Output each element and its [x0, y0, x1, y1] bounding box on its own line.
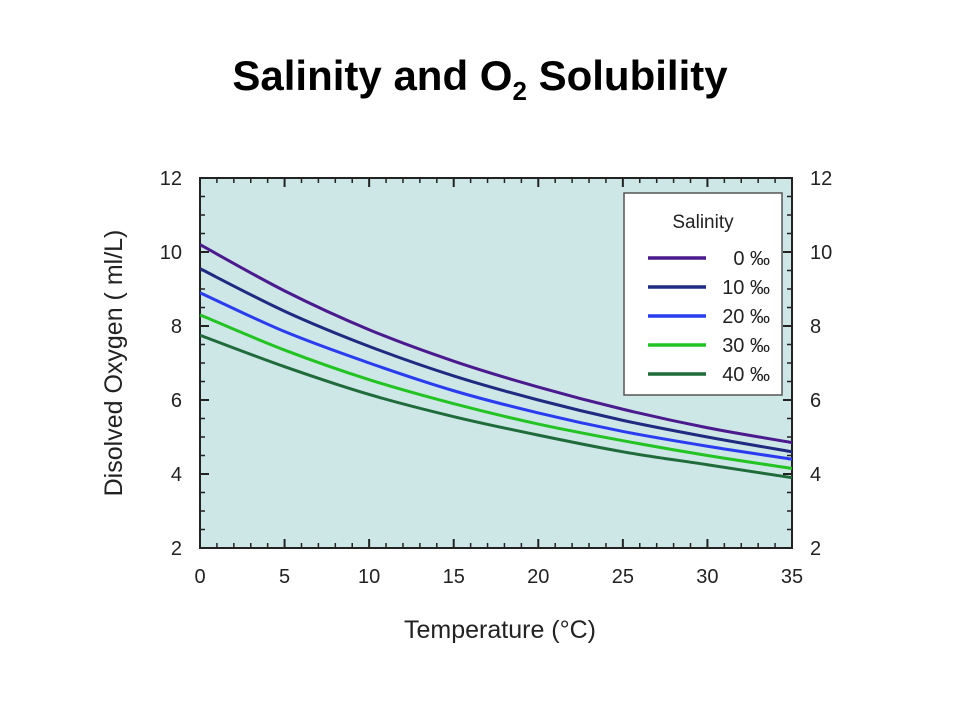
x-axis-title: Temperature (°C)	[404, 616, 596, 644]
legend-items: 0 ‰ 10 ‰ 20 ‰ 30 ‰ 40 ‰	[648, 248, 770, 386]
x-tick-label: 35	[781, 566, 803, 588]
x-tick-label: 15	[443, 566, 465, 588]
title-suffix: Solubility	[526, 52, 728, 99]
x-tick-label: 5	[279, 566, 290, 588]
x-tick-label: 30	[696, 566, 718, 588]
y-tick-label-left: 4	[171, 464, 182, 486]
series-line-0	[199, 243, 793, 445]
x-tick-label: 20	[527, 566, 549, 588]
axis-ticks	[199, 177, 793, 549]
legend: Salinity 0 ‰ 10 ‰ 20 ‰ 30 ‰ 40 ‰	[623, 192, 783, 396]
y-axis-title: Disolved Oxygen ( ml/L)	[100, 230, 128, 497]
title-main: Salinity and O	[232, 52, 513, 99]
series-line-4	[199, 333, 793, 480]
y-tick-label-left: 10	[160, 242, 182, 264]
y-tick-label-left: 6	[171, 390, 182, 412]
series-lines	[199, 243, 793, 480]
legend-title: Salinity	[672, 212, 734, 233]
x-tick-label: 0	[194, 566, 205, 588]
y-tick-label-right: 4	[810, 464, 821, 486]
y-tick-label-left: 8	[171, 316, 182, 338]
legend-label-1: 10 ‰	[722, 277, 770, 299]
y-tick-label-left: 12	[160, 168, 182, 190]
series-line-2	[199, 291, 793, 461]
tick-labels: 0 5 10 15 20 25 30 35 2 2 4 4 6 6 8 8 10 10 12 12	[160, 168, 833, 588]
y-tick-label-left: 2	[171, 538, 182, 560]
title-subscript: 2	[512, 76, 527, 106]
y-tick-label-right: 2	[810, 538, 821, 560]
legend-label-3: 30 ‰	[722, 335, 770, 357]
legend-label-0: 0 ‰	[733, 248, 770, 270]
chart-title: Salinity and O2 Solubility	[0, 52, 960, 106]
legend-label-2: 20 ‰	[722, 306, 770, 328]
series-line-1	[199, 267, 793, 454]
x-tick-label: 25	[612, 566, 634, 588]
y-tick-label-right: 6	[810, 390, 821, 412]
legend-box	[623, 192, 783, 396]
series-line-3	[199, 313, 793, 470]
y-tick-label-right: 12	[810, 168, 832, 190]
x-tick-label: 10	[358, 566, 380, 588]
y-tick-label-right: 10	[810, 242, 832, 264]
legend-label-4: 40 ‰	[722, 364, 770, 386]
y-tick-label-right: 8	[810, 316, 821, 338]
